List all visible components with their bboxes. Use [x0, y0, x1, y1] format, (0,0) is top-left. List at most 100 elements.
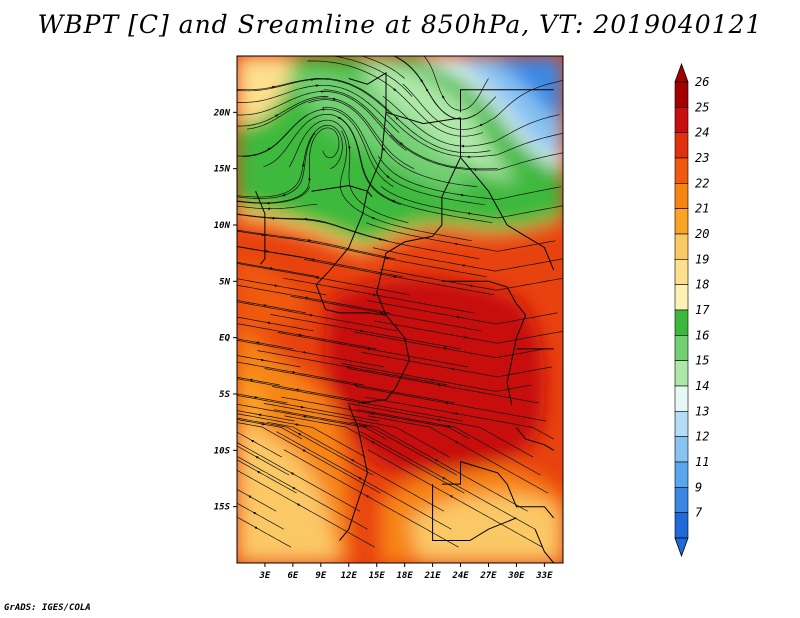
lon-tick-label: 3E	[259, 571, 271, 581]
colorbar-label: 26	[695, 75, 709, 89]
streamline	[339, 117, 493, 224]
streamline-arrow	[255, 456, 260, 459]
streamline-arrow	[395, 116, 400, 121]
streamline	[283, 449, 459, 548]
streamline-arrow	[430, 378, 435, 382]
streamline	[367, 300, 558, 325]
lon-tick-label: 30E	[507, 571, 525, 581]
colorbar-label: 9	[695, 480, 702, 494]
streamline-arrow	[372, 293, 377, 297]
wbpt-nw-yellow	[237, 56, 291, 125]
streamline-arrow	[437, 383, 443, 387]
streamline	[237, 230, 305, 242]
streamline	[264, 368, 456, 404]
streamline	[380, 268, 563, 291]
streamline-arrow	[463, 336, 469, 339]
colorbar-swatch	[674, 284, 689, 311]
border-line	[311, 185, 373, 198]
streamline	[237, 204, 318, 210]
streamline	[390, 134, 563, 171]
lon-tick-label: 24E	[451, 571, 469, 581]
wbpt-pale-green	[360, 60, 520, 180]
border-line	[460, 157, 555, 271]
colorbar-swatch	[674, 461, 689, 488]
streamline-arrow	[479, 123, 484, 127]
colorbar-swatch	[674, 335, 689, 361]
lon-tick-label: 12E	[341, 571, 358, 581]
streamline	[237, 516, 292, 548]
map-frame	[236, 55, 564, 564]
streamline	[283, 277, 474, 314]
colorbar: 26 25 24 23 22 21 20 19 18 17 16 15 14 13 12 11 9 7	[674, 62, 710, 558]
lon-tick-label: 27E	[479, 571, 497, 581]
border-line	[534, 529, 555, 563]
map-title: WBPT [C] and Sreamline at 850hPa, VT: 20…	[37, 10, 763, 39]
streamline-arrow	[271, 85, 276, 89]
streamline	[360, 431, 536, 530]
border-line	[376, 111, 461, 293]
streamline-arrow	[301, 162, 305, 168]
lon-tick-label: 33E	[535, 571, 553, 581]
streamline-arrow	[346, 365, 351, 369]
border-line	[441, 280, 527, 406]
streamline	[313, 77, 491, 154]
streamline-arrow	[254, 526, 259, 530]
streamline-arrow	[267, 147, 272, 151]
streamline-arrow	[257, 413, 263, 417]
streamline-arrow	[454, 412, 459, 416]
streamline	[380, 185, 563, 219]
streamline-arrow	[297, 333, 303, 337]
country-borders	[255, 72, 555, 563]
colorbar-label: 14	[695, 379, 709, 393]
streamline-arrow	[378, 238, 383, 241]
streamline-arrow	[382, 147, 387, 152]
lat-tick-label: 15N	[214, 165, 231, 175]
streamline-arrow	[256, 471, 262, 474]
streamline-arrow	[304, 296, 310, 300]
streamline-arrow	[392, 275, 398, 279]
streamline-arrow	[338, 50, 341, 51]
streamline	[277, 332, 469, 368]
colorbar-swatch	[674, 360, 689, 387]
border-line	[315, 72, 387, 286]
streamline	[308, 99, 478, 188]
streamline	[272, 386, 463, 422]
border-line	[460, 89, 554, 113]
colorbar-label: 25	[695, 100, 709, 114]
colorbar-swatch	[674, 107, 689, 133]
streamline	[347, 403, 534, 458]
lat-tick-label: EQ	[219, 334, 230, 344]
lat-tick-label: 10S	[214, 446, 231, 456]
streamline-arrow	[297, 433, 303, 436]
colorbar-swatch	[674, 233, 689, 260]
streamline-arrow	[443, 347, 448, 350]
streamline-arrow	[447, 424, 452, 428]
streamline-arrow	[311, 258, 316, 262]
streamline	[281, 396, 471, 440]
streamline	[288, 119, 409, 224]
streamline	[237, 459, 297, 494]
wbpt-south-yellow	[237, 420, 340, 563]
streamline-arrow	[459, 193, 465, 197]
colorbar-swatch	[674, 208, 689, 235]
streamline-arrow	[253, 396, 259, 399]
streamline-arrow	[371, 441, 376, 444]
wbpt-shaded-field	[237, 56, 563, 563]
lon-tick-label: 18E	[397, 571, 414, 581]
streamline	[365, 222, 556, 252]
streamline-arrow	[282, 193, 287, 197]
streamline-arrow	[393, 88, 398, 92]
border-line	[255, 191, 266, 265]
streamline-arrow	[454, 242, 459, 246]
streamline-arrow	[294, 423, 300, 427]
streamline	[348, 368, 539, 404]
streamline-arrow	[315, 276, 321, 280]
streamline-arrow	[469, 284, 474, 288]
streamline-arrow	[291, 370, 297, 374]
streamline	[263, 113, 402, 206]
streamline-arrow	[260, 422, 266, 426]
colorbar-label: 15	[695, 354, 709, 368]
streamline-arrow	[456, 315, 461, 319]
streamline-arrow	[365, 495, 371, 499]
lon-tick-label: 9E	[315, 571, 326, 581]
